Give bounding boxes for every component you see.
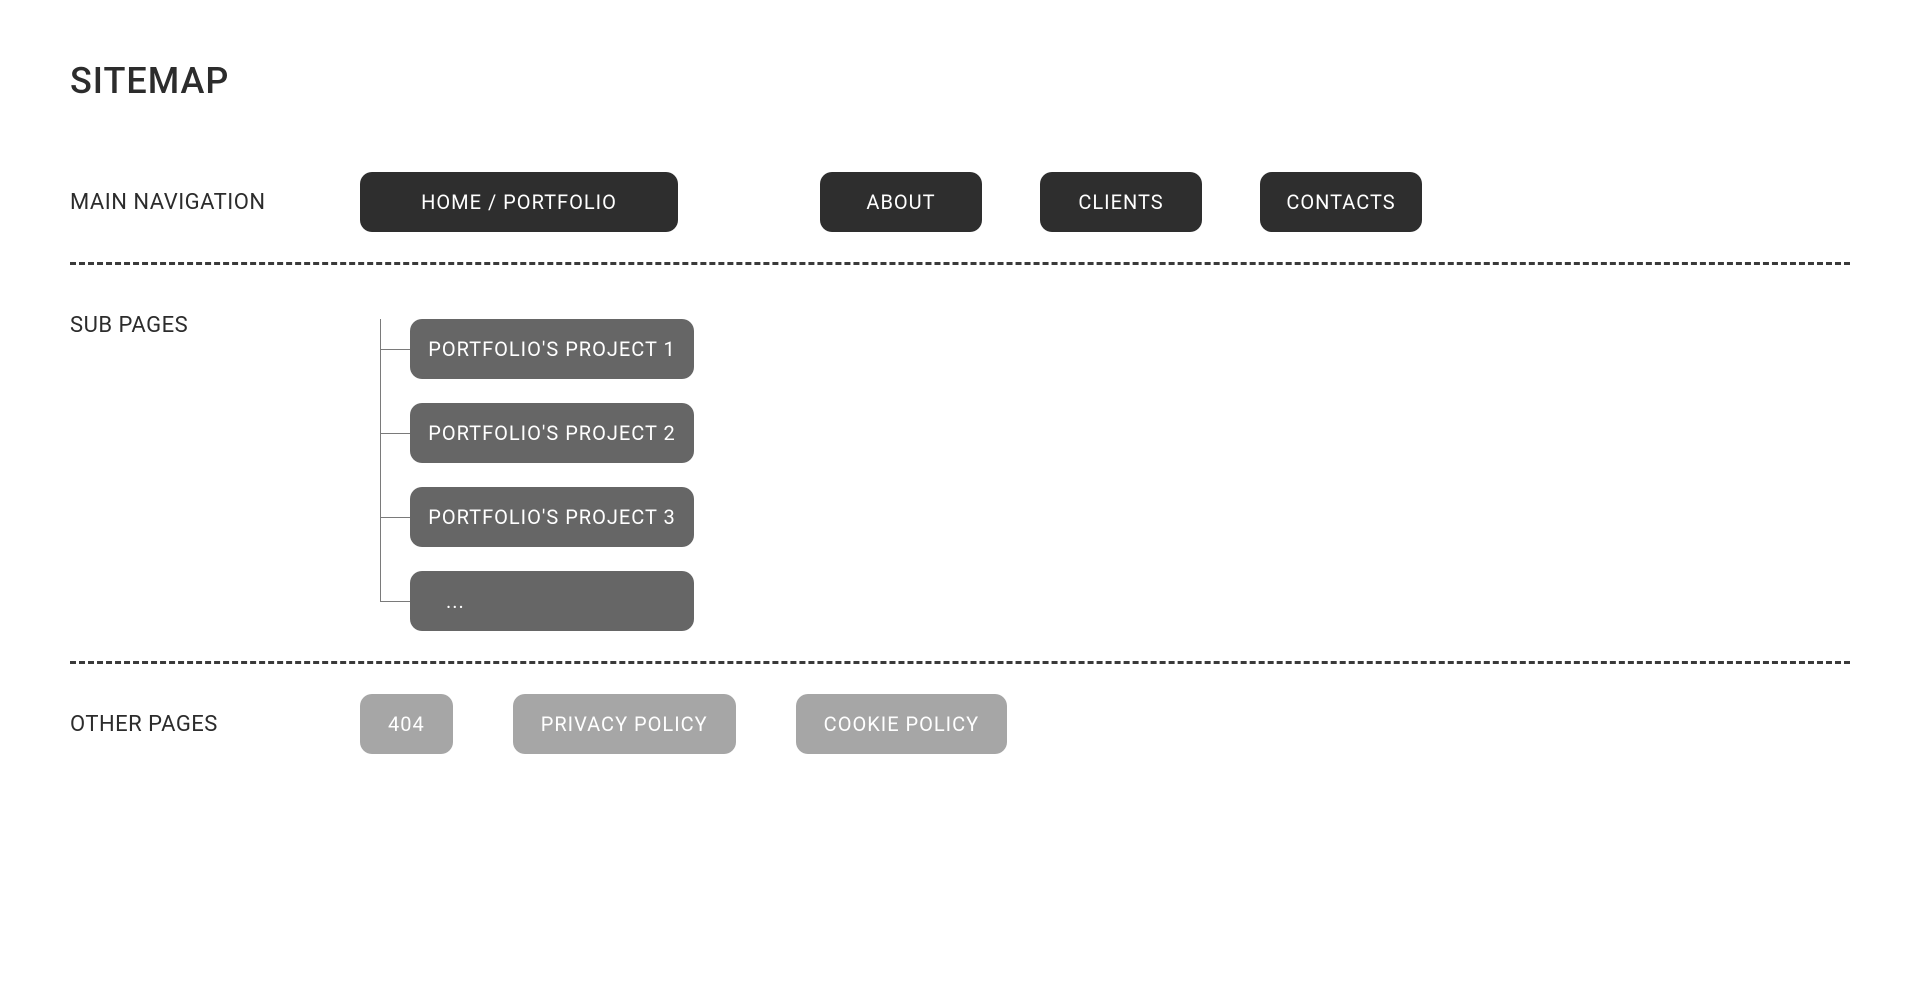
other-node-privacy[interactable]: PRIVACY POLICY [513, 694, 736, 754]
sub-pages-tree: PORTFOLIO'S PROJECT 1 PORTFOLIO'S PROJEC… [360, 295, 1850, 631]
divider [70, 661, 1850, 664]
sub-row: ... [380, 571, 1850, 631]
sub-row: PORTFOLIO'S PROJECT 2 [380, 403, 1850, 463]
divider [70, 262, 1850, 265]
nav-node-clients[interactable]: CLIENTS [1040, 172, 1202, 232]
other-node-cookie[interactable]: COOKIE POLICY [796, 694, 1007, 754]
nav-node-contacts[interactable]: CONTACTS [1260, 172, 1422, 232]
section-sub-pages: SUB PAGES PORTFOLIO'S PROJECT 1 PORTFOLI… [70, 295, 1850, 631]
main-nav-row: HOME / PORTFOLIO ABOUT CLIENTS CONTACTS [360, 172, 1850, 232]
page-title: SITEMAP [70, 60, 1850, 102]
sub-node-project-3[interactable]: PORTFOLIO'S PROJECT 3 [410, 487, 694, 547]
section-main-nav: MAIN NAVIGATION HOME / PORTFOLIO ABOUT C… [70, 172, 1850, 232]
other-pages-row: 404 PRIVACY POLICY COOKIE POLICY [360, 694, 1850, 754]
section-other-pages: OTHER PAGES 404 PRIVACY POLICY COOKIE PO… [70, 694, 1850, 754]
sub-row: PORTFOLIO'S PROJECT 3 [380, 487, 1850, 547]
sub-node-more[interactable]: ... [410, 571, 694, 631]
sub-node-project-1[interactable]: PORTFOLIO'S PROJECT 1 [410, 319, 694, 379]
section-label-main-nav: MAIN NAVIGATION [70, 172, 360, 215]
subtree: PORTFOLIO'S PROJECT 1 PORTFOLIO'S PROJEC… [380, 319, 1850, 631]
section-label-sub-pages: SUB PAGES [70, 295, 360, 338]
sub-node-project-2[interactable]: PORTFOLIO'S PROJECT 2 [410, 403, 694, 463]
section-label-other-pages: OTHER PAGES [70, 694, 360, 737]
other-node-404[interactable]: 404 [360, 694, 453, 754]
nav-node-about[interactable]: ABOUT [820, 172, 982, 232]
sub-row: PORTFOLIO'S PROJECT 1 [380, 319, 1850, 379]
nav-node-home-portfolio[interactable]: HOME / PORTFOLIO [360, 172, 678, 232]
